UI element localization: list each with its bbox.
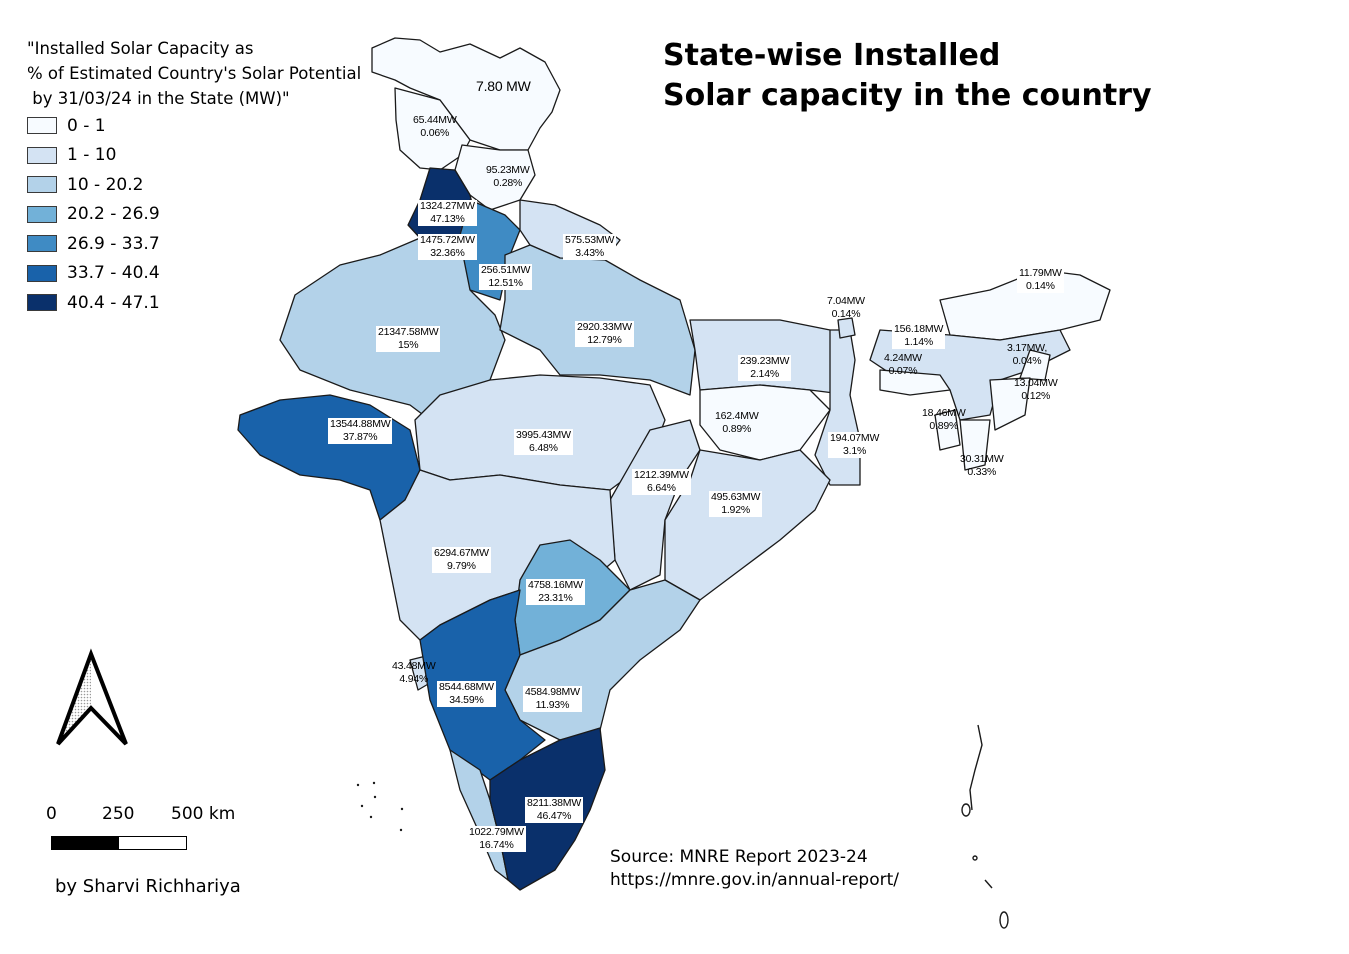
label-tripura: 18.46MW 0.89%	[922, 407, 966, 432]
legend-item: 26.9 - 33.7	[27, 229, 361, 259]
label-uttarakhand: 575.53MW 3.43%	[563, 234, 617, 260]
region-tripura	[934, 409, 961, 451]
label-west-bengal: 194.07MW 3.1%	[828, 432, 882, 458]
north-arrow-icon	[56, 648, 128, 746]
label-gujarat: 13544.88MW 37.87%	[328, 418, 393, 444]
label-kerala: 1022.79MW 16.74%	[467, 826, 526, 852]
region-manipur	[989, 377, 1031, 431]
legend-label: 20.2 - 26.9	[67, 204, 160, 225]
author-credit: by Sharvi Richhariya	[55, 876, 241, 897]
region-mizoram	[959, 419, 991, 471]
label-chhattisgarh: 1212.39MW 6.64%	[632, 469, 691, 495]
legend-label: 1 - 10	[67, 145, 117, 166]
scale-bar: 0 250 500 km	[46, 804, 246, 850]
legend-label: 26.9 - 33.7	[67, 233, 160, 254]
label-ladakh: 7.80 MW	[476, 78, 531, 94]
label-andhra-pradesh: 4584.98MW 11.93%	[523, 686, 582, 712]
label-karnataka: 8544.68MW 34.59%	[437, 681, 496, 707]
label-tamil-nadu: 8211.38MW 46.47%	[525, 797, 584, 823]
label-sikkim: 7.04MW 0.14%	[827, 295, 865, 320]
lakshadweep-islands	[356, 781, 404, 832]
label-haryana: 256.51MW 12.51%	[479, 264, 533, 290]
legend-swatch	[27, 294, 57, 312]
label-goa: 43.48MW 4.94%	[392, 660, 436, 685]
label-himachal: 95.23MW 0.28%	[486, 164, 530, 189]
label-maharashtra: 6294.67MW 9.79%	[432, 547, 491, 573]
legend-title: "Installed Solar Capacity as % of Estima…	[27, 39, 362, 108]
label-uttar-pradesh: 2920.33MW 12.79%	[575, 321, 634, 347]
label-bihar: 239.23MW 2.14%	[738, 355, 792, 381]
legend-item: 0 - 1	[27, 111, 361, 141]
map-title: State-wise Installed Solar capacity in t…	[663, 38, 1152, 113]
legend-item: 33.7 - 40.4	[27, 259, 361, 289]
label-odisha: 495.63MW 1.92%	[709, 491, 763, 517]
region-ladakh	[371, 37, 561, 151]
legend-item: 10 - 20.2	[27, 170, 361, 200]
label-arunachal: 11.79MW 0.14%	[1017, 267, 1064, 293]
region-nagaland	[1019, 349, 1051, 381]
legend-swatch	[27, 117, 57, 135]
legend-item: 40.4 - 47.1	[27, 288, 361, 318]
label-mizoram: 30.31MW 0.33%	[960, 453, 1004, 478]
label-jammu-kashmir: 65.44MW 0.06%	[413, 114, 457, 139]
legend-swatch	[27, 205, 57, 223]
region-odisha	[664, 449, 831, 601]
region-sikkim	[837, 317, 856, 339]
legend-label: 10 - 20.2	[67, 174, 144, 195]
label-rajasthan: 21347.58MW 15%	[376, 326, 441, 352]
label-punjab: 1324.27MW 47.13%	[418, 200, 477, 226]
label-telangana: 4758.16MW 23.31%	[526, 579, 585, 605]
region-meghalaya	[879, 369, 951, 396]
legend-swatch	[27, 176, 57, 194]
legend-swatch	[27, 146, 57, 164]
legend-item: 20.2 - 26.9	[27, 200, 361, 230]
label-meghalaya: 4.24MW 0.07%	[884, 352, 922, 377]
andaman-nicobar-islands	[961, 724, 1009, 929]
legend-item: 1 - 10	[27, 141, 361, 171]
legend-swatch	[27, 264, 57, 282]
label-delhi: 1475.72MW 32.36%	[418, 234, 477, 260]
label-assam: 156.18MW 1.14%	[892, 323, 946, 349]
legend-swatch	[27, 235, 57, 253]
source-url: https://mnre.gov.in/annual-report/	[610, 870, 899, 890]
source-citation: Source: MNRE Report 2023-24 https://mnre…	[610, 847, 899, 890]
legend-label: 33.7 - 40.4	[67, 263, 160, 284]
label-jharkhand: 162.4MW 0.89%	[715, 410, 759, 435]
label-madhya-pradesh: 3995.43MW 6.48%	[514, 429, 573, 455]
label-nagaland: 3.17MW, 0.04%	[1007, 342, 1048, 367]
legend-label: 40.4 - 47.1	[67, 292, 160, 313]
label-manipur: 13.04MW 0.12%	[1014, 377, 1058, 402]
map-legend: "Installed Solar Capacity as % of Estima…	[27, 36, 361, 318]
legend-label: 0 - 1	[67, 115, 106, 136]
region-gujarat	[237, 394, 421, 521]
